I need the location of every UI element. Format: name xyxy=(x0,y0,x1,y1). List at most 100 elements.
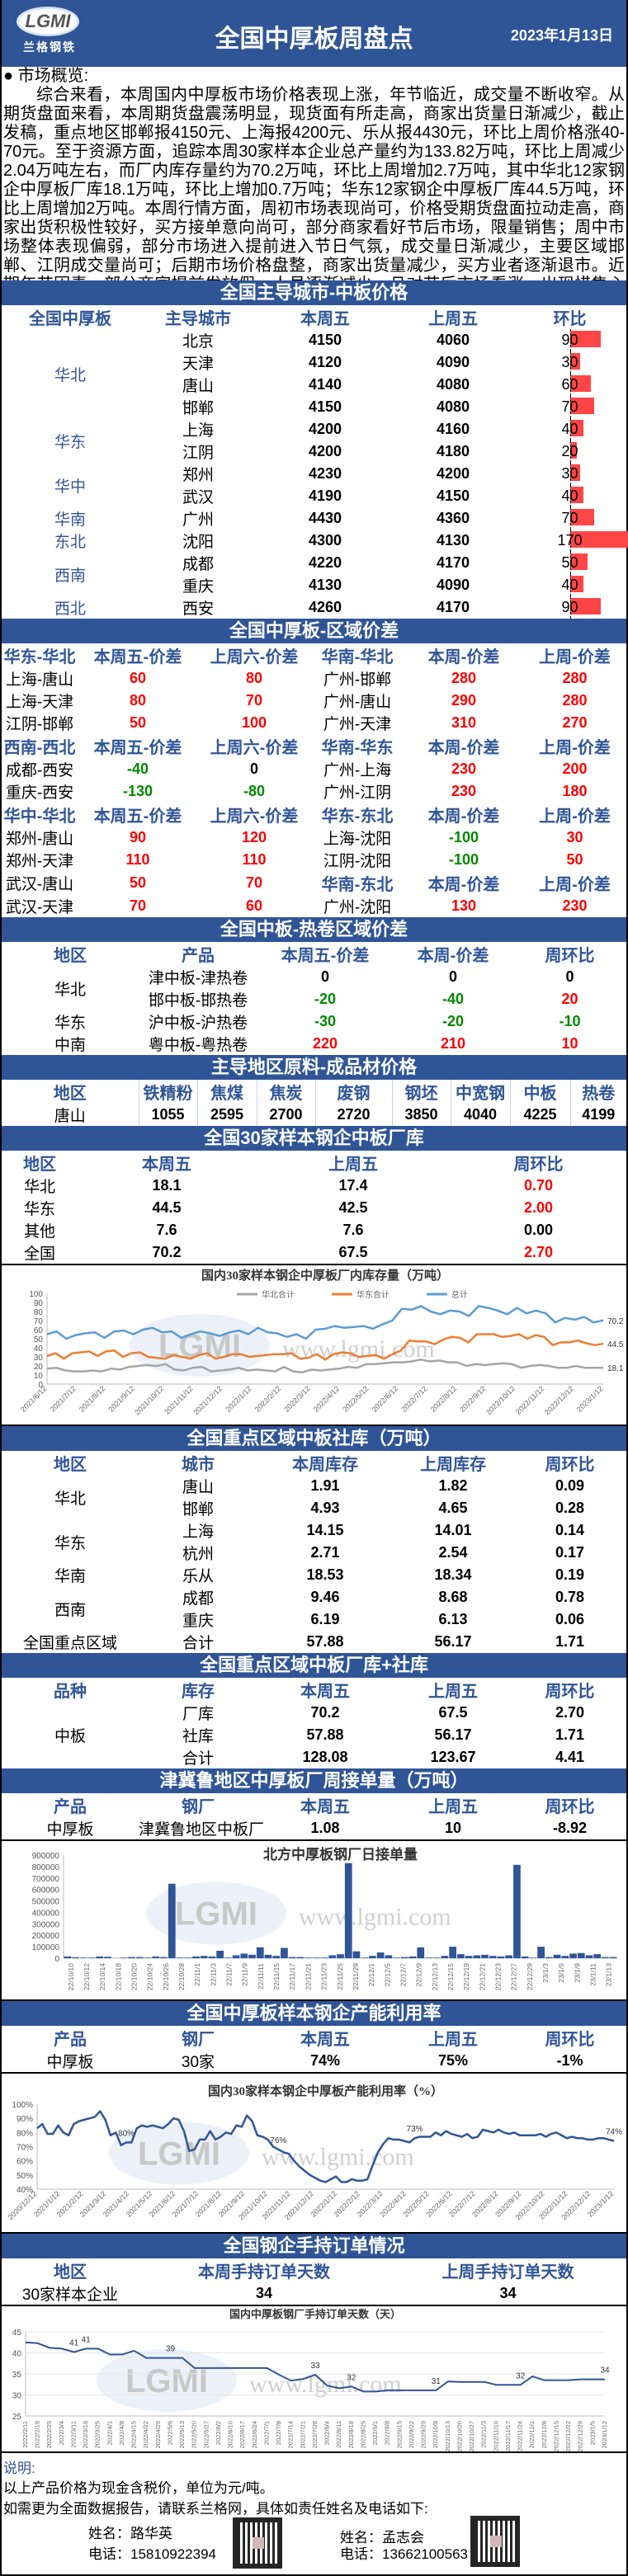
region-label: 东北 xyxy=(2,530,139,552)
column-header: 本周五 xyxy=(257,1793,393,1817)
end-label: 18.1 xyxy=(607,1364,624,1373)
value-cell: 230 xyxy=(404,758,523,780)
x-tick-label: 22/12/5 xyxy=(383,1963,391,1987)
bar xyxy=(224,1957,232,1958)
data-label: 80% xyxy=(118,2129,135,2138)
row-label: 社库 xyxy=(139,1724,257,1746)
x-tick-label: 22/12/1 xyxy=(367,1963,375,1987)
legend-label: 总计 xyxy=(451,1289,468,1300)
change-cell: 60 xyxy=(513,374,626,396)
row-label: 唐山 xyxy=(139,374,257,396)
value-cell: 2595 xyxy=(197,1104,257,1126)
x-tick-label: 22/12/7 xyxy=(399,1963,407,1987)
x-tick-label: 2022/11/3 xyxy=(480,2421,488,2448)
y-tick-label: 800000 xyxy=(32,1863,60,1872)
notes-heading: 说明: xyxy=(3,2456,35,2477)
y-tick-label: 50% xyxy=(17,2172,33,2181)
label-cell: 武汉-唐山 xyxy=(2,871,78,895)
value-cell: 2.71 xyxy=(257,1542,393,1564)
label-cell: 本周五-价差 xyxy=(78,803,198,826)
region-label: 中厚板 xyxy=(2,2050,139,2072)
x-tick-label: 2022/9/15 xyxy=(395,2421,403,2448)
x-tick-label: 2022/10/20 xyxy=(456,2421,463,2452)
label-cell: 本周五-价差 xyxy=(78,734,198,758)
x-tick-label: 22/11/11 xyxy=(257,1963,265,1990)
change-cell: 70 xyxy=(513,396,626,418)
x-tick-label: 2021/7/12 xyxy=(48,1384,77,1413)
value-cell: 14.01 xyxy=(393,1519,513,1542)
value-cell: 4150 xyxy=(257,329,393,351)
value-cell: 56.17 xyxy=(393,1631,513,1653)
bar xyxy=(72,1957,79,1958)
value-cell: -100 xyxy=(404,849,523,871)
x-tick-label: 2022/11/17 xyxy=(504,2421,512,2451)
column-header: 本周五 xyxy=(257,305,393,329)
x-tick-label: 2022/7/12 xyxy=(399,1384,428,1413)
column-header: 周环比 xyxy=(513,1793,626,1817)
column-header: 环比 xyxy=(513,305,626,329)
bar xyxy=(328,1956,336,1958)
value-cell: 280 xyxy=(404,667,523,690)
row-label: 成都 xyxy=(139,552,257,574)
bar xyxy=(233,1956,240,1958)
x-tick-label: 2022/5/27 xyxy=(202,2421,210,2448)
x-tick-label: 23/1/11 xyxy=(588,1963,597,1986)
column-header: 焦煤 xyxy=(197,1080,257,1104)
x-tick-label: 2022/7/21 xyxy=(299,2421,306,2448)
value-cell: 10 xyxy=(513,1033,626,1055)
value-cell: -20 xyxy=(257,988,393,1010)
label-cell: 西南-西北 xyxy=(2,734,78,758)
y-tick-label: 40 xyxy=(12,2350,22,2359)
section-backlog: 全国钢企手持订单情况 xyxy=(2,2234,626,2258)
data-label: 32 xyxy=(516,2371,526,2381)
bar xyxy=(209,1957,216,1958)
label-cell: 华南-东北 xyxy=(310,871,404,895)
qr-code-icon xyxy=(470,2516,520,2567)
bar xyxy=(602,1957,609,1958)
x-tick-label: 23/1/3 xyxy=(541,1963,550,1983)
bar xyxy=(184,1957,191,1958)
value-cell: 4130 xyxy=(257,574,393,596)
value-cell: 4.93 xyxy=(257,1497,393,1519)
row-label: 全国 xyxy=(2,1241,78,1264)
value-cell: 4.65 xyxy=(393,1497,513,1519)
bar xyxy=(96,1957,103,1958)
x-tick-label: 2022/5/20 xyxy=(191,2421,198,2448)
overview-heading: ● 市场概览: xyxy=(3,67,625,86)
value-cell: 0.78 xyxy=(513,1586,626,1608)
value-cell: 60 xyxy=(78,667,198,690)
bar xyxy=(313,1957,320,1958)
region-label: 华北 xyxy=(2,966,139,1010)
value-cell: 34 xyxy=(139,2282,390,2305)
bar xyxy=(321,1957,328,1958)
x-tick-label: 22/10/14 xyxy=(98,1963,106,1990)
value-cell: 57.88 xyxy=(257,1724,393,1746)
value-cell: 4090 xyxy=(393,574,513,596)
contact-2-phone: 电话：13662100563 xyxy=(340,2542,468,2563)
bar xyxy=(554,1955,561,1958)
label-cell: 本周-价差 xyxy=(404,734,523,758)
value-cell: 60 xyxy=(198,895,310,917)
row-label: 沈阳 xyxy=(139,530,257,552)
column-header: 城市 xyxy=(139,1451,257,1475)
column-header: 主导城市 xyxy=(139,305,257,329)
column-header: 地区 xyxy=(2,1080,139,1104)
value-cell: 100 xyxy=(198,712,310,734)
column-header: 铁精粉 xyxy=(139,1080,197,1104)
row-label: 北京 xyxy=(139,329,257,351)
x-tick-label: 2022/3/11 xyxy=(69,2421,77,2448)
y-tick-label: 70 xyxy=(34,1317,44,1326)
x-tick-label: 2022/4/29 xyxy=(154,2421,162,2448)
column-header: 周环比 xyxy=(513,1678,626,1702)
bar xyxy=(177,1957,184,1958)
value-cell: 0.06 xyxy=(513,1608,626,1631)
x-tick-label: 2022/3/4 xyxy=(58,2421,65,2445)
x-tick-label: 22/11/7 xyxy=(225,1963,234,1986)
bar xyxy=(449,1947,456,1958)
